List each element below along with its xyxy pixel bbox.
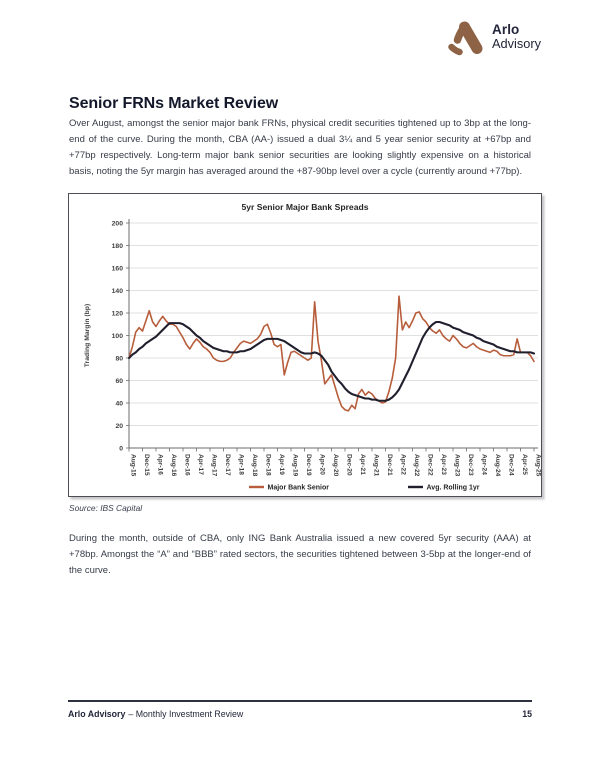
y-tick-label: 80 [115, 355, 123, 362]
x-tick-label: Apr-24 [480, 454, 487, 475]
y-tick-label: 140 [112, 288, 124, 295]
logo-brand-line2: Advisory [492, 36, 542, 52]
x-tick-label: Apr-19 [278, 454, 285, 475]
series-line-major-bank-senior [128, 295, 535, 412]
x-tick-label: Aug-22 [413, 454, 420, 477]
x-tick-label: Apr-25 [521, 454, 528, 475]
footer-brand: Arlo Advisory [68, 709, 126, 719]
x-tick-label: Apr-16 [156, 454, 163, 475]
arlo-advisory-logo: Arlo Advisory [447, 18, 541, 56]
x-tick-label: Apr-23 [440, 454, 447, 475]
x-tick-label: Dec-22 [426, 454, 433, 476]
x-tick-label: Apr-18 [237, 454, 244, 475]
arlo-logo-mark-icon [448, 21, 483, 56]
x-tick-label: Dec-21 [386, 454, 393, 476]
x-tick-label: Aug-20 [332, 454, 339, 477]
chart-source-note: Source: IBS Capital [69, 503, 143, 513]
y-tick-label: 40 [115, 400, 123, 407]
x-tick-label: Aug-16 [170, 454, 177, 477]
y-tick-label: 200 [112, 220, 124, 227]
footer-page-number: 15 [522, 709, 532, 719]
x-tick-label: Aug-15 [129, 454, 136, 477]
x-tick-label: Dec-20 [345, 454, 352, 476]
x-tick-label: Dec-24 [507, 454, 514, 476]
y-tick-label: 60 [115, 378, 123, 385]
x-tick-label: Apr-17 [197, 454, 204, 475]
x-tick-label: Aug-18 [251, 454, 258, 477]
footer: Arlo Advisory – Monthly Investment Review… [68, 709, 532, 719]
y-tick-label: 0 [119, 445, 123, 452]
footer-left: Arlo Advisory – Monthly Investment Review [68, 709, 243, 719]
y-axis-title: Trading Margin (bp) [84, 304, 91, 367]
x-tick-label: Aug-23 [453, 454, 460, 477]
y-tick-label: 180 [112, 243, 124, 250]
x-tick-label: Aug-19 [291, 454, 298, 477]
x-tick-label: Apr-22 [399, 454, 406, 475]
x-tick-label: Aug-17 [210, 454, 217, 477]
footer-divider [68, 700, 532, 702]
x-tick-label: Apr-20 [318, 454, 325, 475]
x-tick-label: Dec-19 [305, 454, 312, 476]
spread-chart-svg: 5yr Senior Major Bank Spreads 0 20 40 60 80 10… [84, 202, 541, 491]
y-tick-label: 100 [112, 333, 124, 340]
legend-label: Avg. Rolling 1yr [427, 484, 480, 491]
x-tick-label: Aug-25 [534, 454, 541, 477]
legend-label: Major Bank Senior [268, 484, 330, 491]
x-tick-label: Dec-23 [467, 454, 474, 476]
paragraph-market-review: Over August, amongst the senior major ba… [69, 117, 531, 177]
y-tick-label: 160 [112, 265, 124, 272]
x-tick-label: Apr-21 [359, 454, 366, 475]
logo-wordmark: Arlo Advisory [492, 21, 542, 52]
y-tick-label: 120 [112, 310, 124, 317]
x-tick-label: Dec-18 [264, 454, 271, 476]
y-tick-label: 20 [115, 423, 123, 430]
x-tick-label: Aug-24 [494, 454, 501, 477]
chart-figure: 5yr Senior Major Bank Spreads 0 20 40 60 80 10… [68, 193, 542, 497]
series-line-avg-rolling-1yr [127, 320, 536, 402]
footer-report-name: – Monthly Investment Review [128, 709, 244, 719]
paragraph-other-issuance: During the month, outside of CBA, only I… [69, 532, 531, 576]
x-tick-label: Dec-17 [224, 454, 231, 476]
x-tick-label: Dec-15 [143, 454, 150, 476]
page-title: Senior FRNs Market Review [69, 94, 279, 112]
x-tick-label: Aug-21 [372, 454, 379, 477]
chart-title: 5yr Senior Major Bank Spreads [241, 202, 368, 212]
x-tick-label: Dec-16 [183, 454, 190, 476]
logo-brand-line1: Arlo [492, 21, 520, 37]
